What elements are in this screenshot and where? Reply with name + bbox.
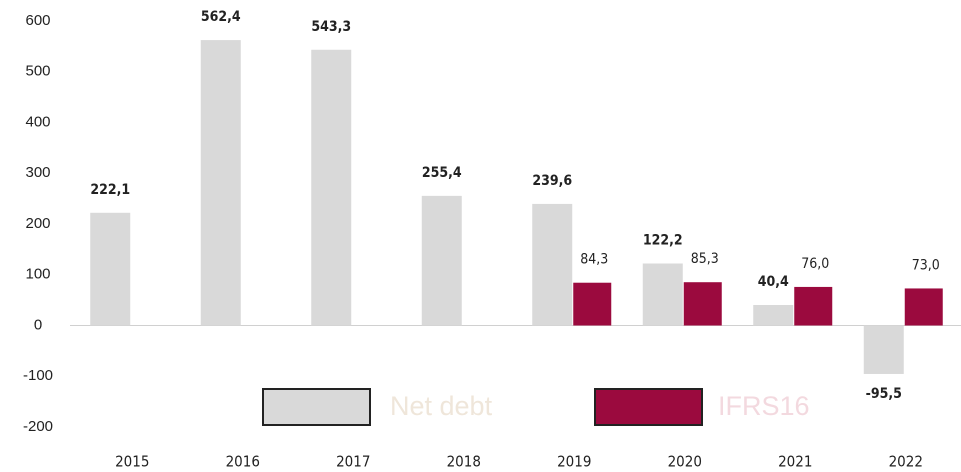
value-label: 84,3 — [580, 252, 608, 268]
value-label: 40,4 — [758, 274, 789, 290]
x-tick-label: 2018 — [447, 453, 481, 471]
y-tick-label: 500 — [25, 63, 50, 80]
bar — [794, 286, 833, 326]
bar — [200, 40, 241, 326]
value-label: -95,5 — [866, 386, 902, 402]
value-label: 122,2 — [643, 232, 683, 248]
x-tick-label: 2021 — [778, 453, 812, 471]
value-label: 222,1 — [90, 182, 130, 198]
value-label: 85,3 — [691, 251, 719, 267]
y-tick-label: 200 — [25, 215, 50, 232]
x-tick-label: 2019 — [557, 453, 591, 471]
legend-swatch — [594, 388, 703, 426]
x-tick-label: 2016 — [226, 453, 260, 471]
y-tick-label: 100 — [25, 266, 50, 283]
value-label: 73,0 — [912, 257, 940, 273]
value-label: 562,4 — [201, 9, 241, 25]
bar — [421, 195, 462, 326]
value-label: 76,0 — [801, 256, 829, 272]
y-tick-label: -200 — [23, 418, 53, 435]
bar — [573, 282, 612, 326]
bar — [532, 203, 573, 326]
bar — [863, 325, 904, 374]
legend-label: Net debt — [390, 391, 493, 421]
bar — [904, 288, 943, 326]
x-tick-label: 2020 — [668, 453, 702, 471]
legend-label: IFRS16 — [718, 391, 810, 421]
bar — [683, 282, 722, 326]
y-tick-label: 300 — [25, 164, 50, 181]
legend-swatch — [262, 388, 371, 426]
value-label: 255,4 — [422, 165, 462, 181]
bar — [90, 212, 131, 326]
x-tick-label: 2017 — [336, 453, 370, 471]
y-tick-label: 600 — [25, 12, 50, 29]
value-label: 543,3 — [311, 19, 351, 35]
x-tick-label: 2015 — [115, 453, 149, 471]
value-label: 239,6 — [532, 173, 572, 189]
bar — [311, 49, 352, 326]
y-tick-label: 400 — [25, 113, 50, 130]
bar — [753, 304, 794, 326]
x-tick-label: 2022 — [889, 453, 923, 471]
bar — [642, 263, 683, 326]
y-tick-label: -100 — [23, 367, 53, 384]
y-tick-label: 0 — [34, 316, 42, 333]
